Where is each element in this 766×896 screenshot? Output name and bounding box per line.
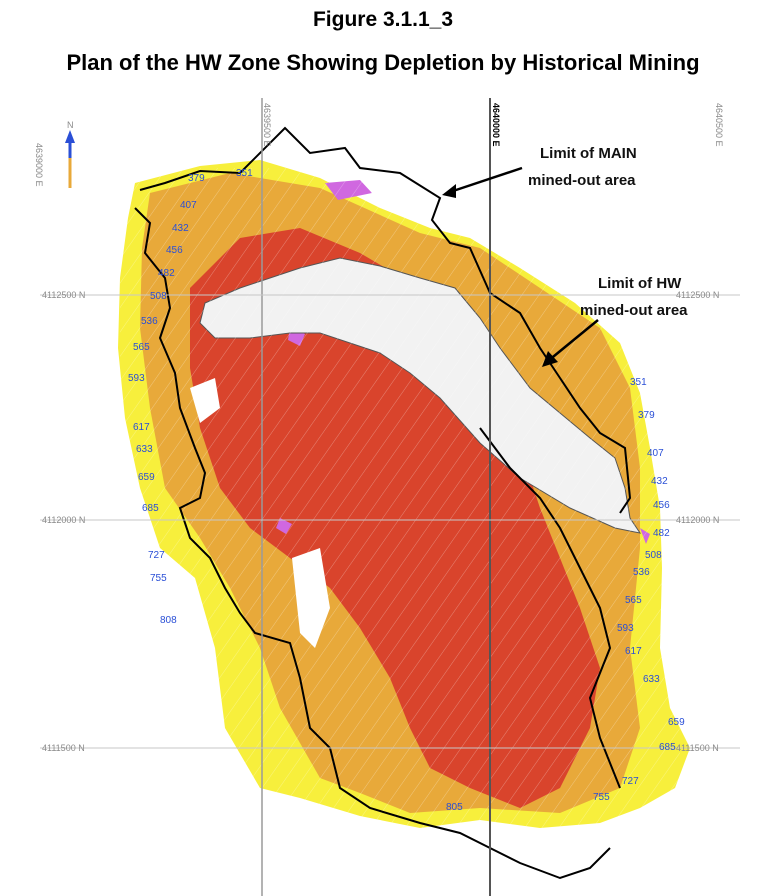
level-label-left: 536 (141, 316, 158, 327)
easting-label-2: 4640000 E (491, 103, 501, 147)
level-label-right: 593 (617, 623, 634, 634)
level-label-right: 565 (625, 595, 642, 606)
figure-title: Plan of the HW Zone Showing Depletion by… (66, 50, 700, 75)
level-label-right: 727 (622, 776, 639, 787)
north-arrow-icon: N (65, 120, 75, 188)
level-label-left: 482 (158, 268, 175, 279)
easting-label-3: 4640500 E (714, 103, 724, 147)
level-label-left: 685 (142, 503, 159, 514)
hw-limit-line-1: Limit of HW (598, 275, 682, 292)
level-label-left: 617 (133, 422, 150, 433)
northing-label-left-2: 4111500 N (42, 743, 85, 753)
level-label-left: 808 (160, 615, 177, 626)
northing-label-right-0: 4112500 N (676, 290, 719, 300)
level-label-left: 407 (180, 200, 197, 211)
level-label-left: 633 (136, 444, 153, 455)
northing-label-left-0: 4112500 N (42, 290, 85, 300)
level-label-right: 351 (630, 377, 647, 388)
level-label-left: 351 (236, 168, 253, 179)
level-label-left: 432 (172, 223, 189, 234)
level-label-right: 659 (668, 717, 685, 728)
main-limit-line-2: mined-out area (528, 172, 636, 189)
figure-number: Figure 3.1.1_3 (312, 8, 454, 31)
north-arrow-label: N (67, 120, 74, 130)
level-label-right: 407 (647, 448, 664, 459)
level-labels-left: 379 351 407 432 456 482 508 536 565 593 … (128, 168, 253, 626)
level-label-left: 727 (148, 550, 165, 561)
level-label-right: 685 (659, 742, 676, 753)
level-label-right: 508 (645, 550, 662, 561)
level-labels-right: 351 379 407 432 456 482 508 536 565 593 … (446, 377, 685, 813)
hw-limit-line-2: mined-out area (580, 302, 688, 319)
level-label-right: 379 (638, 410, 655, 421)
hw-limit-arrow (547, 319, 599, 362)
level-label-right: 482 (653, 528, 670, 539)
level-label-right: 633 (643, 674, 660, 685)
level-label-right: 617 (625, 646, 642, 657)
level-label-left: 593 (128, 373, 145, 384)
northing-label-right-2: 4111500 N (676, 743, 719, 753)
level-label-left: 456 (166, 245, 183, 256)
grid-lines (40, 98, 740, 896)
level-label-left: 659 (138, 472, 155, 483)
northing-labels: 4112500 N 4112000 N 4111500 N 4112500 N … (42, 290, 719, 753)
northing-label-right-1: 4112000 N (676, 515, 719, 525)
level-label-right: 432 (651, 476, 668, 487)
main-limit-line-1: Limit of MAIN (540, 145, 637, 162)
level-label-right: 805 (446, 802, 463, 813)
level-label-right: 536 (633, 567, 650, 578)
northing-label-left-1: 4112000 N (42, 515, 85, 525)
level-label-right: 456 (653, 500, 670, 511)
hw-zone-plan-map: 4639000 E 4639500 E 4640000 E 4640500 E … (34, 98, 740, 896)
hw-limit-annotation: Limit of HW mined-out area (542, 275, 688, 367)
easting-labels: 4639000 E 4639500 E 4640000 E 4640500 E (34, 103, 724, 187)
easting-label-0: 4639000 E (34, 143, 44, 187)
main-limit-arrow (449, 166, 523, 194)
level-label-left: 565 (133, 342, 150, 353)
level-label-right: 755 (593, 792, 610, 803)
level-label-left: 508 (150, 291, 167, 302)
orebody-shape (118, 126, 690, 880)
easting-label-1: 4639500 E (262, 103, 272, 147)
main-limit-annotation: Limit of MAIN mined-out area (442, 145, 637, 198)
level-label-left: 755 (150, 573, 167, 584)
level-label-left: 379 (188, 173, 205, 184)
